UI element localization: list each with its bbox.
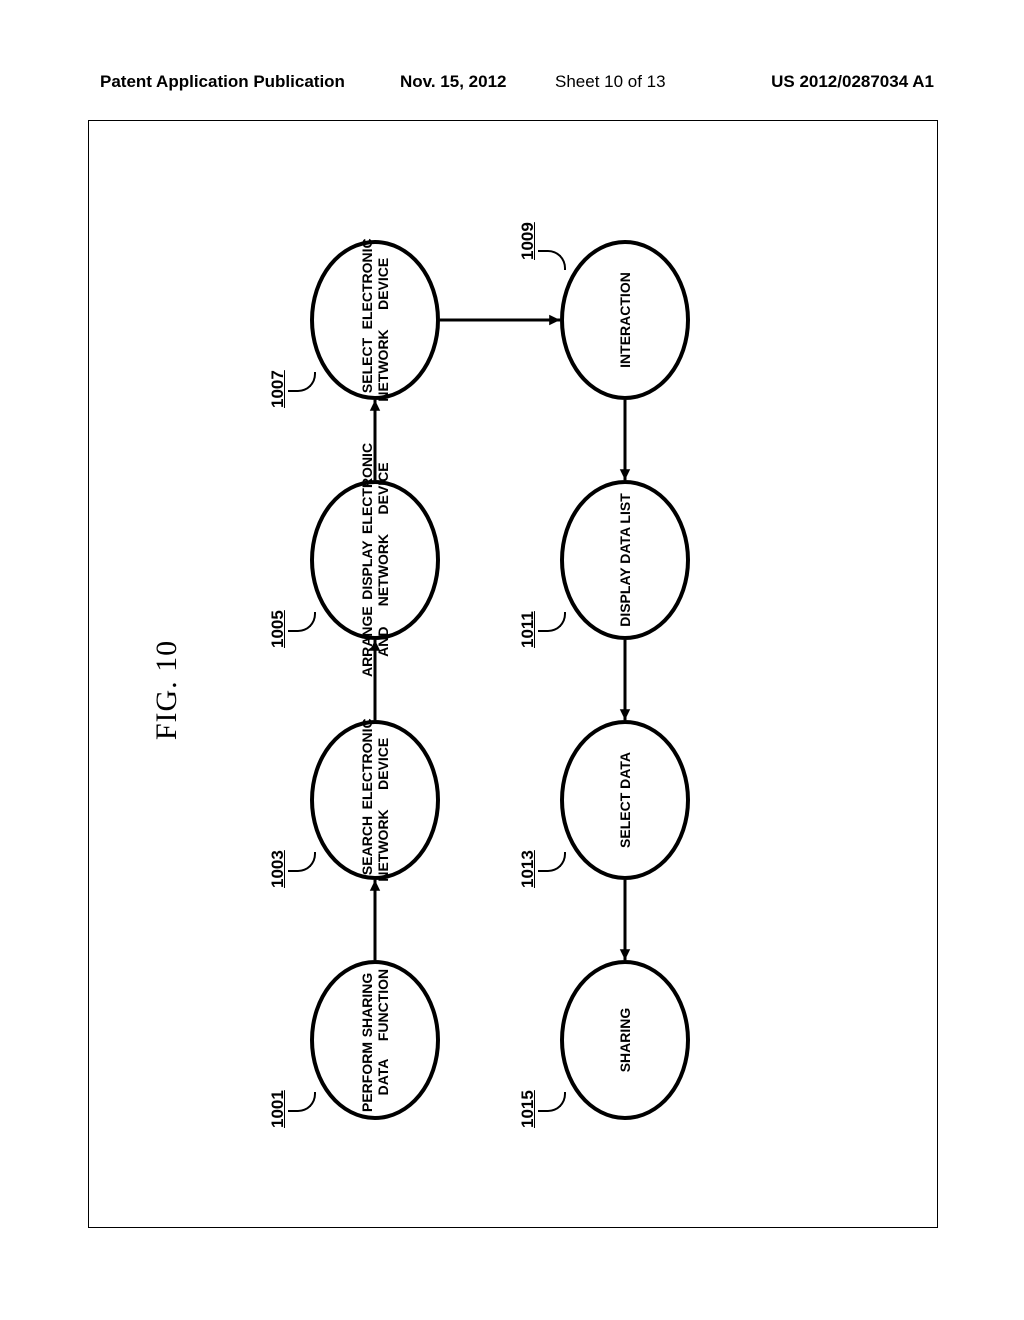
ref-label-1007: 1007 (268, 370, 288, 408)
ref-label-1001: 1001 (268, 1090, 288, 1128)
ref-leader-1009 (538, 250, 566, 270)
arrow-1009-1011 (613, 388, 637, 492)
ref-leader-1001 (288, 1092, 316, 1112)
arrow-1001-1003 (363, 868, 387, 972)
ref-label-1015: 1015 (518, 1090, 538, 1128)
ref-label-1009: 1009 (518, 222, 538, 260)
ref-label-1005: 1005 (268, 610, 288, 648)
publication-type: Patent Application Publication (100, 72, 345, 92)
flow-node-1009: INTERACTION (560, 240, 690, 400)
arrow-1005-1007 (363, 388, 387, 492)
ref-leader-1011 (538, 612, 566, 632)
arrow-1007-1009 (428, 308, 572, 332)
ref-leader-1007 (288, 372, 316, 392)
sheet-number: Sheet 10 of 13 (555, 72, 666, 92)
publication-date: Nov. 15, 2012 (400, 72, 506, 92)
figure-label: FIG. 10 (150, 640, 184, 740)
flow-node-1007: SELECT NETWORKELECTRONIC DEVICE (310, 240, 440, 400)
ref-leader-1015 (538, 1092, 566, 1112)
flow-node-1005: ARRANGE ANDDISPLAY NETWORKELECTRONIC DEV… (310, 480, 440, 640)
flow-node-1001: PERFORM DATASHARING FUNCTION (310, 960, 440, 1120)
ref-leader-1005 (288, 612, 316, 632)
flow-node-1013: SELECT DATA (560, 720, 690, 880)
ref-leader-1003 (288, 852, 316, 872)
page: Patent Application Publication Nov. 15, … (0, 0, 1024, 1320)
ref-leader-1013 (538, 852, 566, 872)
arrow-1003-1005 (363, 628, 387, 732)
arrow-1011-1013 (613, 628, 637, 732)
arrow-1013-1015 (613, 868, 637, 972)
flow-node-1015: SHARING (560, 960, 690, 1120)
ref-label-1013: 1013 (518, 850, 538, 888)
page-header: Patent Application Publication Nov. 15, … (0, 72, 1024, 92)
flow-node-1003: SEARCH NETWORKELECTRONIC DEVICE (310, 720, 440, 880)
ref-label-1003: 1003 (268, 850, 288, 888)
figure-canvas: FIG. 10 PERFORM DATASHARING FUNCTION 1001… (140, 240, 800, 1140)
publication-number: US 2012/0287034 A1 (771, 72, 934, 92)
flow-node-1011: DISPLAY DATA LIST (560, 480, 690, 640)
ref-label-1011: 1011 (518, 611, 538, 648)
